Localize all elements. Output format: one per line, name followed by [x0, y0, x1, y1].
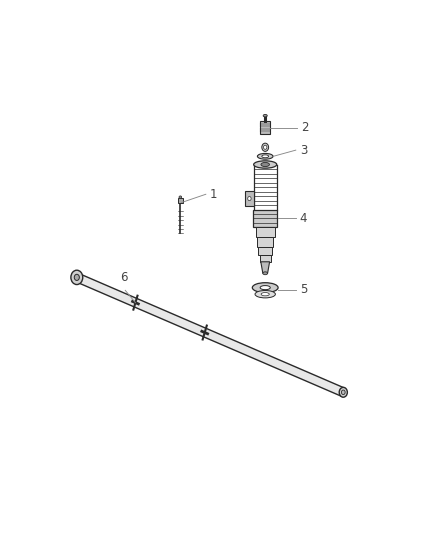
Polygon shape — [76, 273, 345, 397]
Text: 5: 5 — [300, 283, 307, 296]
Ellipse shape — [262, 155, 268, 158]
Text: 2: 2 — [301, 121, 309, 134]
Ellipse shape — [179, 196, 182, 198]
Bar — [257, 237, 273, 247]
Ellipse shape — [261, 293, 269, 296]
Text: 6: 6 — [120, 271, 127, 284]
Ellipse shape — [264, 145, 267, 149]
Bar — [261, 122, 270, 134]
Bar — [245, 191, 254, 206]
Ellipse shape — [263, 272, 268, 274]
Bar — [253, 209, 277, 227]
Ellipse shape — [252, 282, 278, 293]
Text: 4: 4 — [300, 212, 307, 225]
Ellipse shape — [341, 390, 345, 394]
Text: 3: 3 — [300, 144, 307, 157]
Ellipse shape — [74, 274, 79, 280]
Bar — [178, 198, 183, 203]
Ellipse shape — [263, 115, 267, 117]
Bar — [256, 227, 275, 237]
Ellipse shape — [248, 197, 251, 200]
Polygon shape — [261, 262, 270, 273]
Ellipse shape — [71, 270, 83, 285]
Ellipse shape — [258, 154, 273, 159]
Text: 1: 1 — [210, 188, 217, 201]
Bar — [260, 255, 271, 262]
Ellipse shape — [260, 286, 270, 290]
Ellipse shape — [262, 143, 268, 151]
Ellipse shape — [261, 163, 269, 166]
Ellipse shape — [255, 290, 276, 298]
Ellipse shape — [254, 161, 277, 168]
Ellipse shape — [339, 387, 347, 397]
Bar — [258, 247, 272, 255]
